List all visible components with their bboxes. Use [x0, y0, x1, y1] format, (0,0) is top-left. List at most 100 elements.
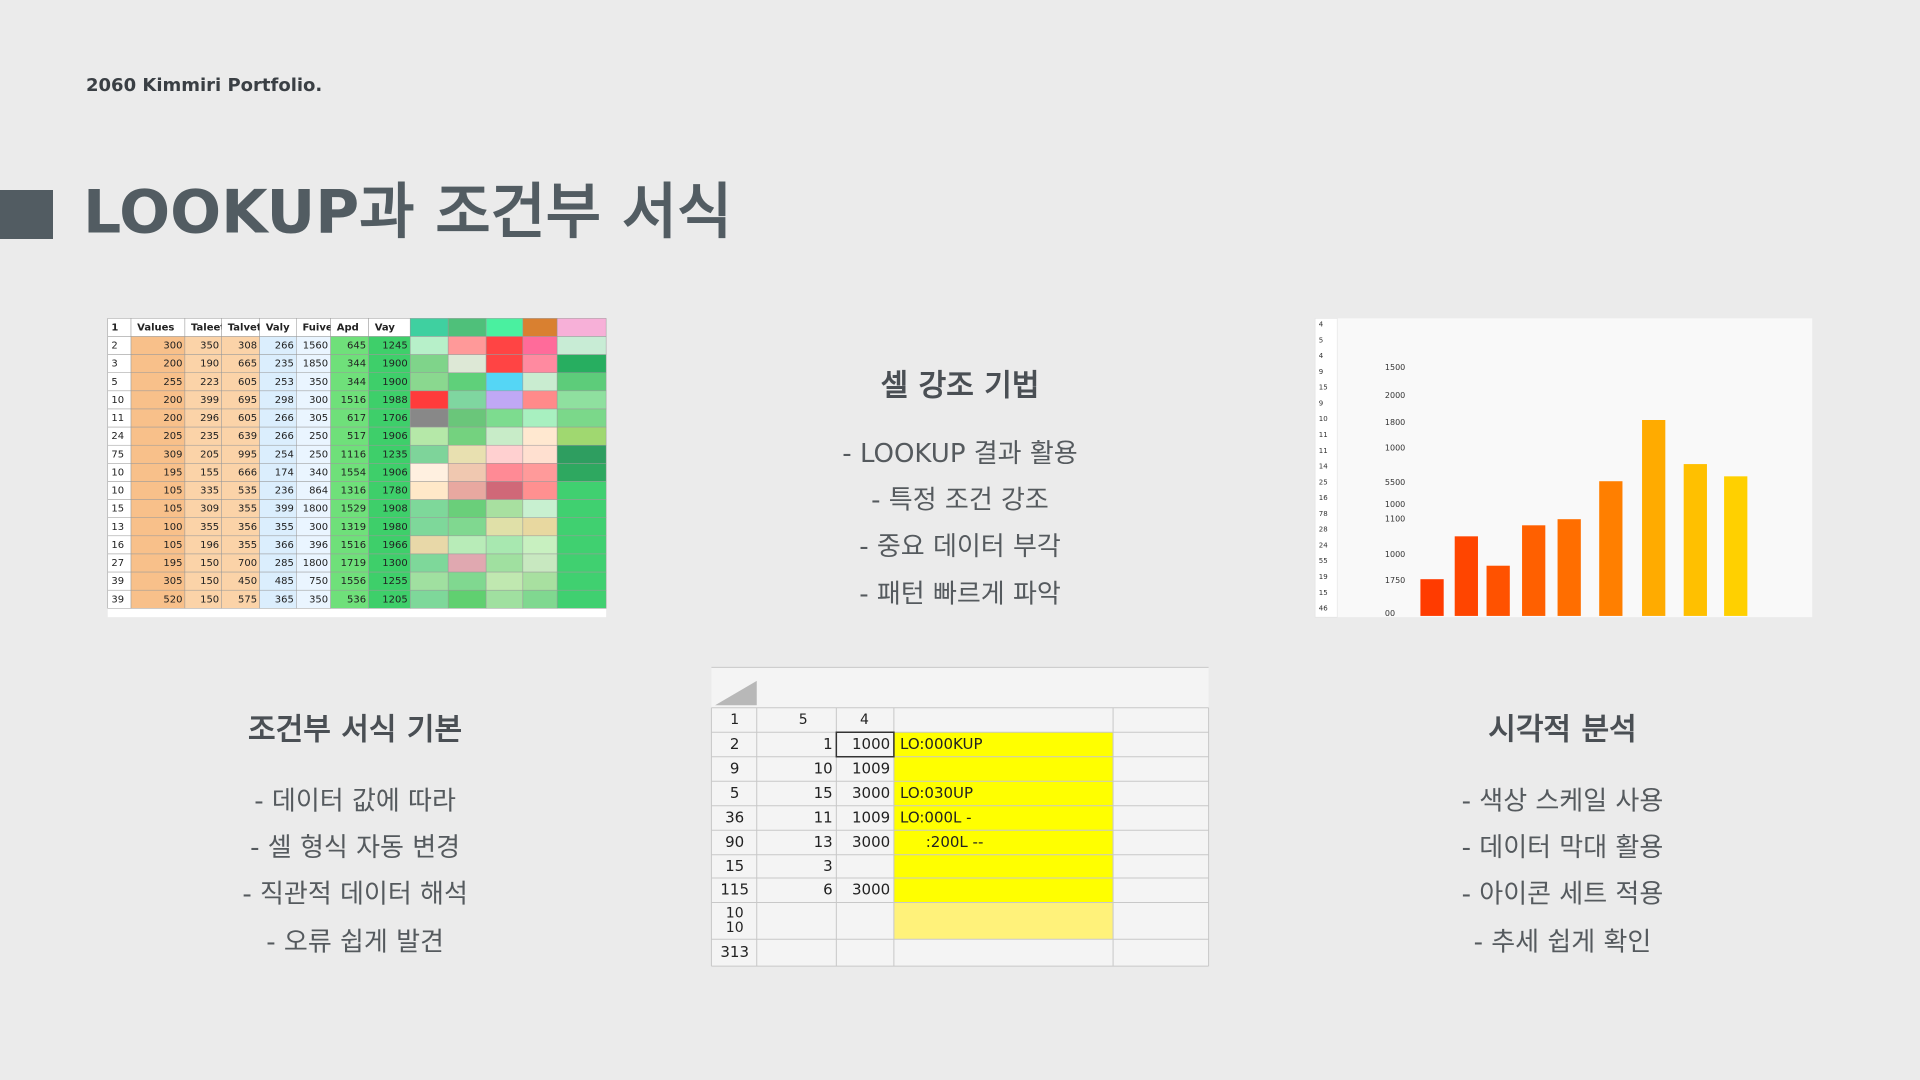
table-cell	[409, 481, 449, 500]
table-value: 695	[238, 395, 257, 406]
table-header: Valy	[266, 322, 290, 333]
table-value: 366	[275, 540, 294, 551]
table-cell	[409, 553, 449, 573]
table-value: 1906	[382, 467, 407, 478]
chart-bar	[1522, 525, 1546, 616]
table-cell	[409, 354, 449, 373]
table-value: 575	[238, 594, 257, 605]
table-value: 355	[238, 504, 257, 515]
table-value: 1800	[303, 558, 328, 569]
table-value: 10	[111, 467, 124, 478]
axis-label: 5500	[1385, 478, 1405, 487]
table-value: 39	[111, 594, 124, 605]
sheet-cell: 15	[814, 784, 833, 802]
table-value: 355	[200, 522, 219, 533]
table-value: 350	[309, 377, 328, 388]
table-value: 105	[163, 486, 182, 497]
sheet-cell: 10	[726, 905, 744, 921]
table-value: 195	[163, 467, 182, 478]
table-cell	[556, 318, 607, 337]
table-value: 344	[347, 359, 366, 370]
table-cell	[447, 426, 487, 446]
axis-label: 00	[1385, 609, 1395, 618]
sheet-cell: 5	[730, 784, 740, 802]
table-value: 285	[275, 558, 294, 569]
title-marker	[0, 190, 53, 239]
table-value: 309	[200, 504, 219, 515]
axis-label: 2000	[1385, 391, 1405, 400]
table-value: 350	[309, 594, 328, 605]
table-value: 665	[238, 359, 257, 370]
sheet-cell: 3	[823, 857, 833, 875]
table-cell	[447, 408, 487, 428]
row-label: 10	[1319, 415, 1328, 423]
table-cell	[447, 444, 487, 464]
table-cell	[556, 589, 607, 609]
table-value: 1966	[382, 540, 407, 551]
table-cell	[522, 426, 558, 446]
table-cell	[556, 463, 607, 482]
chart-bar	[1557, 519, 1581, 616]
table-value: 1908	[382, 504, 407, 515]
highlight-faded	[893, 902, 1114, 940]
table-cell	[556, 390, 607, 410]
row-label: 14	[1319, 463, 1328, 471]
table-value: 300	[309, 522, 328, 533]
brand: 2060 Kimmiri Portfolio.	[86, 75, 322, 96]
table-cell	[522, 318, 558, 337]
table-value: 195	[163, 558, 182, 569]
table-value: 235	[200, 431, 219, 442]
table-value: 266	[275, 431, 294, 442]
table-value: 344	[347, 377, 366, 388]
axis-label: 1000	[1385, 444, 1405, 453]
table-value: 399	[200, 395, 219, 406]
table-cell	[522, 481, 558, 500]
chart-bar	[1454, 536, 1478, 616]
table-cell	[522, 553, 558, 573]
table-value: 995	[238, 449, 257, 460]
table-value: 105	[163, 540, 182, 551]
table-cell	[485, 372, 524, 392]
table-cell	[447, 372, 487, 392]
table-value: 605	[238, 413, 257, 424]
table-value: 200	[163, 413, 182, 424]
table-value: 1719	[341, 558, 366, 569]
table-value: 13	[111, 522, 124, 533]
table-header: Apd	[337, 322, 359, 333]
chart-bar	[1642, 420, 1666, 616]
table-cell	[485, 444, 524, 464]
table-cell	[447, 535, 487, 555]
sheet-cell: 3000	[852, 833, 890, 851]
row-label: 16	[1319, 494, 1328, 502]
sheet-cell: 36	[725, 808, 744, 826]
table-value: 639	[238, 431, 257, 442]
row-label: 9	[1319, 368, 1323, 376]
bar-chart-image: 4 5 4 9 15 9 10 11 11 14 25 16 78 28 24 55 19 15 46 1500 200…	[1314, 318, 1813, 618]
sheet-cell: 11	[814, 808, 833, 826]
table-cell	[522, 535, 558, 555]
table-value: 100	[163, 522, 182, 533]
table-value: 535	[238, 486, 257, 497]
table-cell	[556, 354, 607, 373]
table-cell	[556, 535, 607, 555]
chart-bar	[1599, 481, 1623, 616]
table-value: 200	[163, 359, 182, 370]
sheet-cell: 13	[814, 833, 833, 851]
table-cell	[447, 354, 487, 373]
table-value: 3	[111, 359, 117, 370]
table-value: 255	[163, 377, 182, 388]
table-cell	[485, 589, 524, 609]
table-cell	[522, 372, 558, 392]
table-value: 1988	[382, 395, 407, 406]
table-value: 517	[347, 431, 366, 442]
row-label: 15	[1319, 589, 1328, 597]
row-header-strip	[1314, 318, 1338, 618]
table-cell	[485, 426, 524, 446]
table-value: 300	[309, 395, 328, 406]
table-value: 205	[163, 431, 182, 442]
table-value: 350	[200, 341, 219, 352]
table-value: 5	[111, 377, 117, 388]
table-value: 305	[163, 576, 182, 587]
table-cell	[522, 336, 558, 355]
